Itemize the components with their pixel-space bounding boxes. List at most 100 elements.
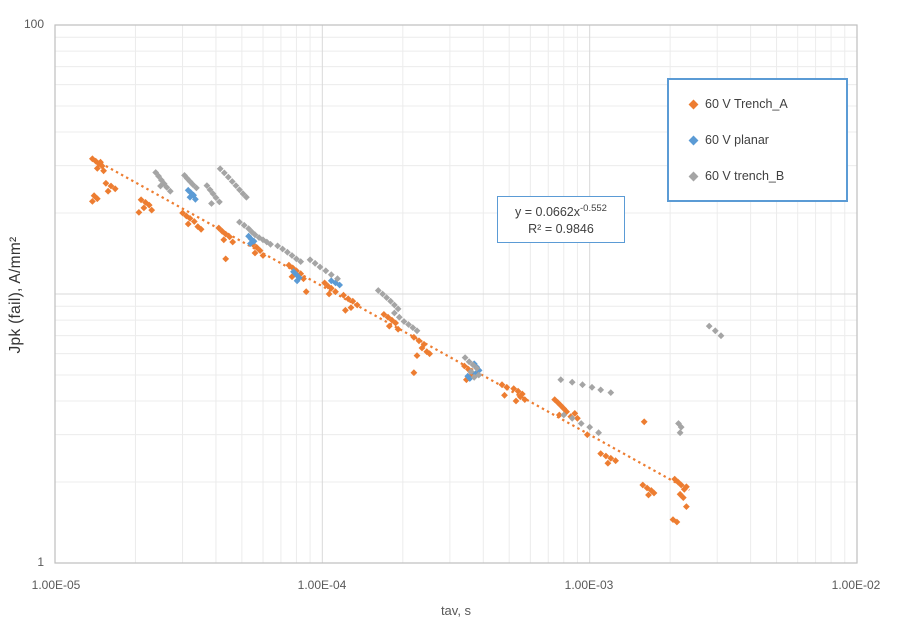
data-point <box>247 235 255 243</box>
data-point <box>340 291 347 299</box>
legend-item-trench-a[interactable]: 60 V Trench_A <box>688 97 842 111</box>
data-point <box>93 165 101 172</box>
orange-diamond-icon <box>688 99 699 109</box>
data-point <box>612 457 619 465</box>
legend-item-planar[interactable]: 60 V planar <box>688 133 842 147</box>
data-point <box>92 157 100 165</box>
data-point <box>467 368 475 375</box>
data-point <box>512 397 520 405</box>
data-point <box>229 238 237 246</box>
data-point <box>602 452 610 460</box>
data-point <box>145 201 153 209</box>
data-point <box>579 381 586 389</box>
data-point <box>224 173 232 181</box>
data-point <box>316 263 324 271</box>
data-point <box>571 410 579 417</box>
data-point <box>226 233 233 241</box>
data-point <box>293 255 300 263</box>
x-tick-label-1e-05: 1.00E-05 <box>31 578 81 592</box>
data-point <box>284 248 291 256</box>
data-point <box>674 478 682 486</box>
data-point <box>577 420 585 427</box>
data-point <box>220 169 228 177</box>
trendline-equation-box[interactable]: y = 0.0662x-0.552 R² = 0.9846 <box>497 196 625 244</box>
legend-item-trench-b[interactable]: 60 V trench_B <box>688 169 842 183</box>
data-point <box>184 186 192 194</box>
y-axis-title: Jpk (fail), A/mm² <box>7 236 24 354</box>
data-point <box>137 196 145 204</box>
data-point <box>394 325 402 333</box>
data-point <box>555 411 563 419</box>
data-point <box>344 295 352 303</box>
series-60-v-planar[interactable] <box>184 186 483 382</box>
data-point <box>98 162 106 170</box>
legend[interactable]: 60 V Trench_A 60 V planar 60 V trench_B <box>667 78 848 202</box>
data-point <box>274 242 281 250</box>
data-point <box>466 375 474 382</box>
data-point <box>415 337 423 345</box>
data-point <box>256 247 264 254</box>
data-point <box>568 378 576 386</box>
data-point <box>104 187 112 195</box>
data-point <box>216 165 224 173</box>
data-point <box>288 273 296 281</box>
series-60-v-trench-a[interactable] <box>89 155 690 526</box>
data-point <box>498 381 506 389</box>
data-point <box>184 220 192 228</box>
data-point <box>97 158 104 166</box>
data-point <box>155 172 162 180</box>
data-point <box>383 294 390 301</box>
data-point <box>245 232 252 240</box>
data-point <box>410 333 418 341</box>
data-point <box>475 371 483 379</box>
series-60-v-trench-b[interactable] <box>152 165 725 437</box>
data-point <box>379 290 386 298</box>
data-point <box>342 306 349 314</box>
data-point <box>157 182 164 190</box>
data-point <box>327 284 335 292</box>
data-point <box>574 414 581 422</box>
data-point <box>385 322 393 330</box>
data-point <box>588 383 596 391</box>
data-point <box>595 429 602 437</box>
data-point <box>293 277 301 285</box>
data-point <box>395 313 403 321</box>
data-point <box>501 391 508 399</box>
data-point <box>683 483 690 491</box>
data-point <box>216 198 223 206</box>
data-point <box>236 186 243 194</box>
data-point <box>418 344 426 352</box>
data-point <box>391 309 398 317</box>
data-point <box>208 200 215 207</box>
data-point <box>394 305 402 313</box>
data-point <box>222 255 230 263</box>
data-point <box>711 327 719 335</box>
data-point <box>232 182 240 189</box>
data-point <box>163 184 171 191</box>
data-point <box>336 281 343 289</box>
data-point <box>521 396 529 403</box>
data-point <box>100 167 107 175</box>
major-gridlines <box>55 25 857 563</box>
data-point <box>461 362 468 370</box>
data-point <box>251 249 259 257</box>
data-point <box>380 311 388 318</box>
data-point <box>391 301 398 309</box>
data-point <box>297 258 305 265</box>
data-point <box>190 191 197 199</box>
data-point <box>111 185 119 193</box>
data-point <box>607 454 615 462</box>
data-point <box>166 187 174 195</box>
data-point <box>400 318 408 325</box>
data-point <box>189 181 197 188</box>
data-point <box>607 389 615 396</box>
data-point <box>218 227 226 235</box>
data-point <box>516 393 524 401</box>
data-point <box>677 423 685 431</box>
data-point <box>288 252 296 259</box>
data-point <box>604 459 612 467</box>
trendline-equation: y = 0.0662x-0.552 <box>515 203 607 220</box>
data-point <box>374 287 382 294</box>
data-point <box>236 218 243 226</box>
